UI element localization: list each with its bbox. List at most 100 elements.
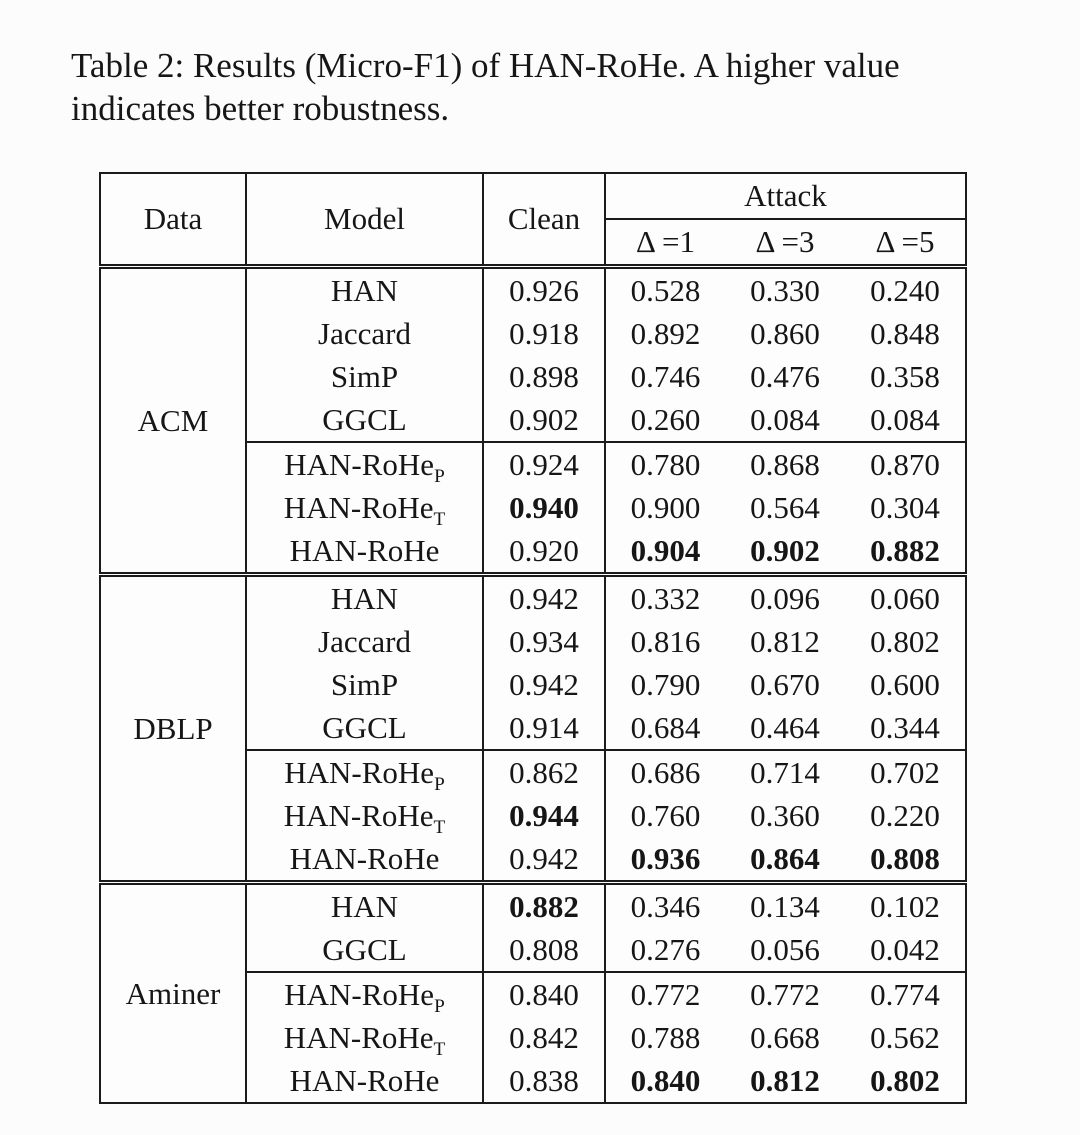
model-subscript: P xyxy=(434,995,445,1016)
table-row: HAN-RoHeP 0.840 0.772 0.772 0.774 xyxy=(100,972,966,1016)
table-row: HAN-RoHeT 0.944 0.760 0.360 0.220 xyxy=(100,794,966,837)
attack-value-cell: 0.096 xyxy=(750,580,820,616)
attack-value-cell: 0.790 xyxy=(630,666,701,702)
attack-value-cell: 0.882 xyxy=(845,529,966,577)
attack-value-cell: 0.936 xyxy=(605,837,725,885)
attack-value-cell: 0.330 xyxy=(750,272,820,308)
attack-value-cell: 0.344 xyxy=(845,706,966,751)
table-row: HAN-RoHeP 0.924 0.780 0.868 0.870 xyxy=(100,442,966,486)
attack-value-cell: 0.812 xyxy=(750,623,820,659)
model-subscript: P xyxy=(434,465,445,486)
header-attack: Attack xyxy=(605,173,966,220)
model-cell: HAN xyxy=(246,882,484,928)
attack-value-cell: 0.084 xyxy=(725,398,845,443)
attack-value-cell: 0.240 xyxy=(870,272,940,308)
model-cell: HAN-RoHeP xyxy=(246,442,484,486)
clean-value-cell: 0.934 xyxy=(483,620,606,663)
header-data: Data xyxy=(100,173,247,269)
header-row-2: Δ =1 Δ =3 Δ =5 xyxy=(100,219,966,269)
attack-value-cell: 0.528 xyxy=(630,272,701,308)
clean-value-cell: 0.920 xyxy=(483,529,606,577)
attack-value-cell: 0.084 xyxy=(845,398,966,443)
attack-value-cell: 0.904 xyxy=(605,529,725,577)
clean-value-cell: 0.882 xyxy=(483,882,606,928)
attack-value-cell: 0.746 xyxy=(630,358,701,394)
attack-value-cell: 0.900 xyxy=(630,489,701,525)
clean-value-cell: 0.808 xyxy=(483,928,606,973)
table-row: ACM HAN 0.926 0.528 0.330 0.240 xyxy=(100,266,966,577)
attack-value-cell: 0.772 xyxy=(750,976,820,1012)
attack-value-cell: 0.780 xyxy=(630,446,701,482)
header-clean: Clean xyxy=(483,173,606,269)
attack-value-cell: 0.042 xyxy=(845,928,966,973)
attack-value-cell: 0.870 xyxy=(870,446,940,482)
table-row: HAN-RoHeT 0.940 0.900 0.564 0.304 xyxy=(100,486,966,529)
attack-value-cell: 0.060 xyxy=(870,580,940,616)
clean-value-cell: 0.862 xyxy=(483,750,606,794)
table-row: GGCL 0.902 0.260 0.084 0.084 xyxy=(100,398,966,443)
model-cell: SimP xyxy=(246,663,484,706)
model-subscript: T xyxy=(433,1038,446,1059)
model-cell: HAN-RoHeT xyxy=(246,794,484,837)
header-delta-3: Δ =5 xyxy=(845,219,966,269)
model-cell: SimP xyxy=(246,355,484,398)
clean-value-cell: 0.942 xyxy=(483,574,606,620)
attack-value-cell: 0.686 xyxy=(630,754,701,790)
attack-value-cell: 0.564 xyxy=(750,489,820,525)
clean-value-cell: 0.926 xyxy=(483,266,606,312)
attack-value-cell: 0.868 xyxy=(750,446,820,482)
attack-value-cell: 0.860 xyxy=(750,315,820,351)
clean-value-cell: 0.914 xyxy=(483,706,606,751)
header-delta-1: Δ =1 xyxy=(604,219,725,269)
attack-value-cell: 0.464 xyxy=(725,706,845,751)
dataset-cell: ACM xyxy=(100,266,247,577)
attack-value-cell: 0.812 xyxy=(750,1062,820,1098)
attack-value-cell: 0.802 xyxy=(870,623,940,659)
model-subscript: T xyxy=(433,816,446,837)
model-cell: HAN-RoHeT xyxy=(246,486,484,529)
table-row: SimP 0.942 0.790 0.670 0.600 xyxy=(100,663,966,706)
model-subscript: P xyxy=(434,773,445,794)
attack-value-cell: 0.056 xyxy=(725,928,845,973)
attack-value-cell: 0.702 xyxy=(870,754,940,790)
clean-value-cell: 0.940 xyxy=(483,486,606,529)
clean-value-cell: 0.942 xyxy=(483,663,606,706)
table-row: DBLP HAN 0.942 0.332 0.096 0.060 xyxy=(100,574,966,885)
table-caption: Table 2: Results (Micro-F1) of HAN-RoHe.… xyxy=(71,44,900,130)
attack-value-cell: 0.840 xyxy=(630,1062,701,1098)
attack-value-cell: 0.892 xyxy=(630,315,701,351)
table-row: Jaccard 0.918 0.892 0.860 0.848 xyxy=(100,312,966,355)
attack-value-cell: 0.788 xyxy=(630,1019,701,1055)
table-row: HAN-RoHe 0.920 0.904 0.902 0.882 xyxy=(100,529,966,577)
attack-value-cell: 0.276 xyxy=(605,928,725,973)
caption-line-2: indicates better robustness. xyxy=(71,89,450,128)
clean-value-cell: 0.944 xyxy=(483,794,606,837)
header-delta-2: Δ =3 xyxy=(725,219,845,269)
caption-line-1: Table 2: Results (Micro-F1) of HAN-RoHe.… xyxy=(71,46,900,85)
clean-value-cell: 0.942 xyxy=(483,837,606,885)
clean-value-cell: 0.840 xyxy=(483,972,606,1016)
attack-value-cell: 0.476 xyxy=(750,358,820,394)
clean-value-cell: 0.918 xyxy=(483,312,606,355)
attack-value-cell: 0.358 xyxy=(870,358,940,394)
table-row: HAN-RoHe 0.942 0.936 0.864 0.808 xyxy=(100,837,966,885)
attack-value-cell: 0.802 xyxy=(870,1062,940,1098)
clean-value-cell: 0.898 xyxy=(483,355,606,398)
model-cell: Jaccard xyxy=(246,312,484,355)
table-row: HAN-RoHe 0.838 0.840 0.812 0.802 xyxy=(100,1059,966,1103)
attack-value-cell: 0.684 xyxy=(605,706,725,751)
model-subscript: T xyxy=(433,508,446,529)
attack-value-cell: 0.600 xyxy=(870,666,940,702)
attack-value-cell: 0.774 xyxy=(870,976,940,1012)
attack-value-cell: 0.760 xyxy=(630,797,701,833)
model-cell: HAN-RoHeP xyxy=(246,972,484,1016)
attack-value-cell: 0.562 xyxy=(870,1019,940,1055)
table-row: GGCL 0.808 0.276 0.056 0.042 xyxy=(100,928,966,973)
table-row: HAN-RoHeT 0.842 0.788 0.668 0.562 xyxy=(100,1016,966,1059)
attack-value-cell: 0.714 xyxy=(750,754,820,790)
attack-value-cell: 0.772 xyxy=(630,976,701,1012)
model-cell: Jaccard xyxy=(246,620,484,663)
attack-value-cell: 0.864 xyxy=(725,837,845,885)
attack-value-cell: 0.360 xyxy=(750,797,820,833)
